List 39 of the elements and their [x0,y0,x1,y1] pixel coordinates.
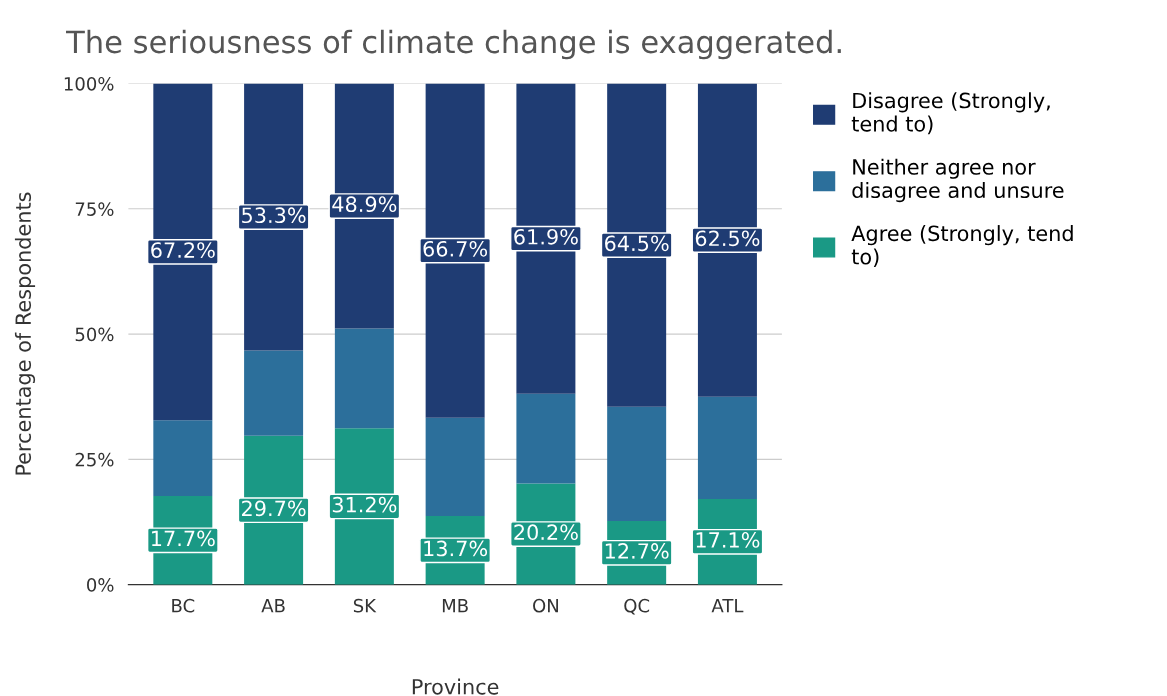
data-label: 13.7% [424,540,488,557]
data-label: 67.2% [151,242,215,258]
x-tick-label: ATL [711,599,744,613]
x-tick-label: MB [442,599,468,613]
data-label: 48.9% [332,196,397,213]
data-label: 64.5% [605,235,669,252]
x-axis-title: Province [412,678,499,695]
x-tick-label: AB [261,599,285,613]
data-label: 66.7% [423,240,488,257]
y-tick-label: 100% [64,76,114,91]
data-label: 20.2% [514,524,578,541]
data-label: 12.7% [605,543,669,559]
x-tick-label: BC [172,598,195,613]
data-label: 31.2% [332,496,397,513]
legend-label: Disagree (Strongly, tend to) [851,92,1050,135]
bar [425,417,485,516]
bar [607,406,667,521]
data-label: 53.3% [242,207,306,224]
bar [153,420,213,496]
y-axis-title: Percentage of Respondents [14,192,36,475]
data-label: 17.7% [152,530,215,547]
x-tick-label: ON [533,598,558,613]
data-label: 61.9% [514,228,578,245]
y-tick-label: 50% [75,327,114,342]
x-tick-label: SK [353,598,377,613]
chart-title: The seriousness of climate change is exaggerated. [66,29,841,60]
y-tick-label: 0% [87,578,114,592]
bar [516,393,576,484]
x-tick-label: QC [624,598,650,615]
y-tick-label: 75% [75,202,114,216]
y-tick-label: 25% [75,452,114,467]
data-label: 17.1% [696,532,760,548]
data-label: 29.7% [242,500,306,517]
legend-label: Neither agree nor disagree and unsure [852,158,1064,203]
bar [334,328,394,429]
bar [244,350,304,436]
legend-label: Agree (Strongly, tend to) [851,225,1073,267]
data-label: 62.5% [695,230,760,247]
bar [697,396,757,499]
